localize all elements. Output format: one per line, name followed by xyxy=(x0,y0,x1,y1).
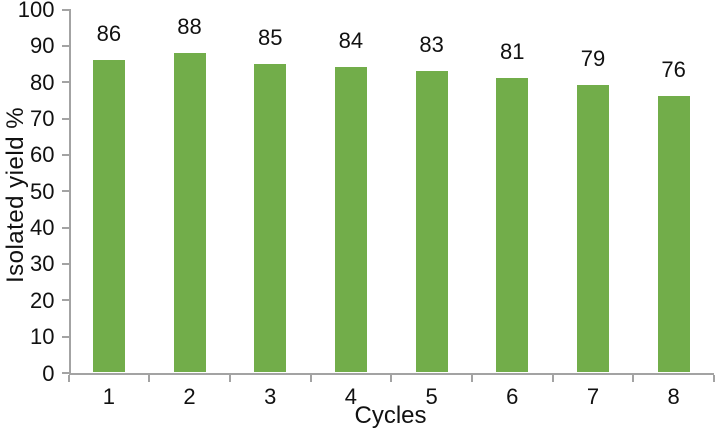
x-tick-mark xyxy=(632,374,635,382)
y-tick-label: 0 xyxy=(42,360,55,386)
x-tick-mark xyxy=(228,374,231,382)
bar xyxy=(415,70,448,373)
x-tick-mark xyxy=(309,374,312,382)
x-tick-label: 8 xyxy=(667,384,680,409)
bar-value-label: 81 xyxy=(500,39,525,65)
x-axis-line xyxy=(68,372,714,375)
y-tick-label: 40 xyxy=(30,215,55,241)
x-tick-mark xyxy=(713,374,715,382)
x-tick-label: 4 xyxy=(344,384,358,409)
bar-value-label: 76 xyxy=(661,57,686,83)
y-tick-mark xyxy=(61,226,69,229)
x-tick-label: 2 xyxy=(183,384,196,409)
y-tick-mark xyxy=(61,153,69,156)
bar xyxy=(496,78,529,373)
x-tick-mark xyxy=(67,374,70,382)
bar xyxy=(576,85,609,373)
y-tick-label: 70 xyxy=(30,106,55,132)
bar-value-label: 84 xyxy=(338,28,364,54)
y-tick-label: 60 xyxy=(30,142,55,168)
x-tick-mark xyxy=(390,374,393,382)
y-tick-mark xyxy=(61,262,69,265)
x-axis-title: Cycles xyxy=(0,402,719,430)
x-tick-label: 7 xyxy=(586,384,600,409)
y-tick-mark xyxy=(61,299,69,302)
y-tick-label: 50 xyxy=(30,178,55,204)
bar xyxy=(254,63,287,373)
y-tick-mark xyxy=(61,117,69,120)
x-tick-label: 6 xyxy=(506,384,519,409)
y-tick-label: 20 xyxy=(30,287,55,313)
y-tick-mark xyxy=(61,81,69,84)
y-tick-label: 80 xyxy=(30,69,55,95)
bar-value-label: 86 xyxy=(96,20,122,46)
y-tick-mark xyxy=(61,44,69,47)
x-tick-label: 3 xyxy=(264,384,277,409)
bar xyxy=(657,96,690,373)
y-tick-mark xyxy=(61,335,69,338)
x-tick-mark xyxy=(551,374,554,382)
bar-value-label: 88 xyxy=(177,13,202,39)
bar-value-label: 83 xyxy=(419,31,444,57)
x-tick-mark xyxy=(148,374,151,382)
x-tick-label: 1 xyxy=(102,384,115,409)
y-tick-label: 10 xyxy=(30,324,55,350)
y-tick-label: 30 xyxy=(30,251,55,277)
y-axis-line xyxy=(68,9,71,375)
y-tick-mark xyxy=(61,8,69,11)
bar-value-label: 85 xyxy=(257,24,283,50)
x-axis-title-text: Cycles xyxy=(354,402,427,429)
y-tick-mark xyxy=(61,372,69,374)
bar xyxy=(92,59,125,373)
x-tick-label: 5 xyxy=(425,384,438,409)
y-tick-mark xyxy=(61,190,69,193)
bar xyxy=(334,67,367,373)
y-tick-label: 100 xyxy=(17,0,55,22)
bar-value-label: 79 xyxy=(580,46,606,72)
y-tick-label: 90 xyxy=(30,33,55,59)
bar xyxy=(173,52,206,373)
x-tick-mark xyxy=(470,374,473,382)
